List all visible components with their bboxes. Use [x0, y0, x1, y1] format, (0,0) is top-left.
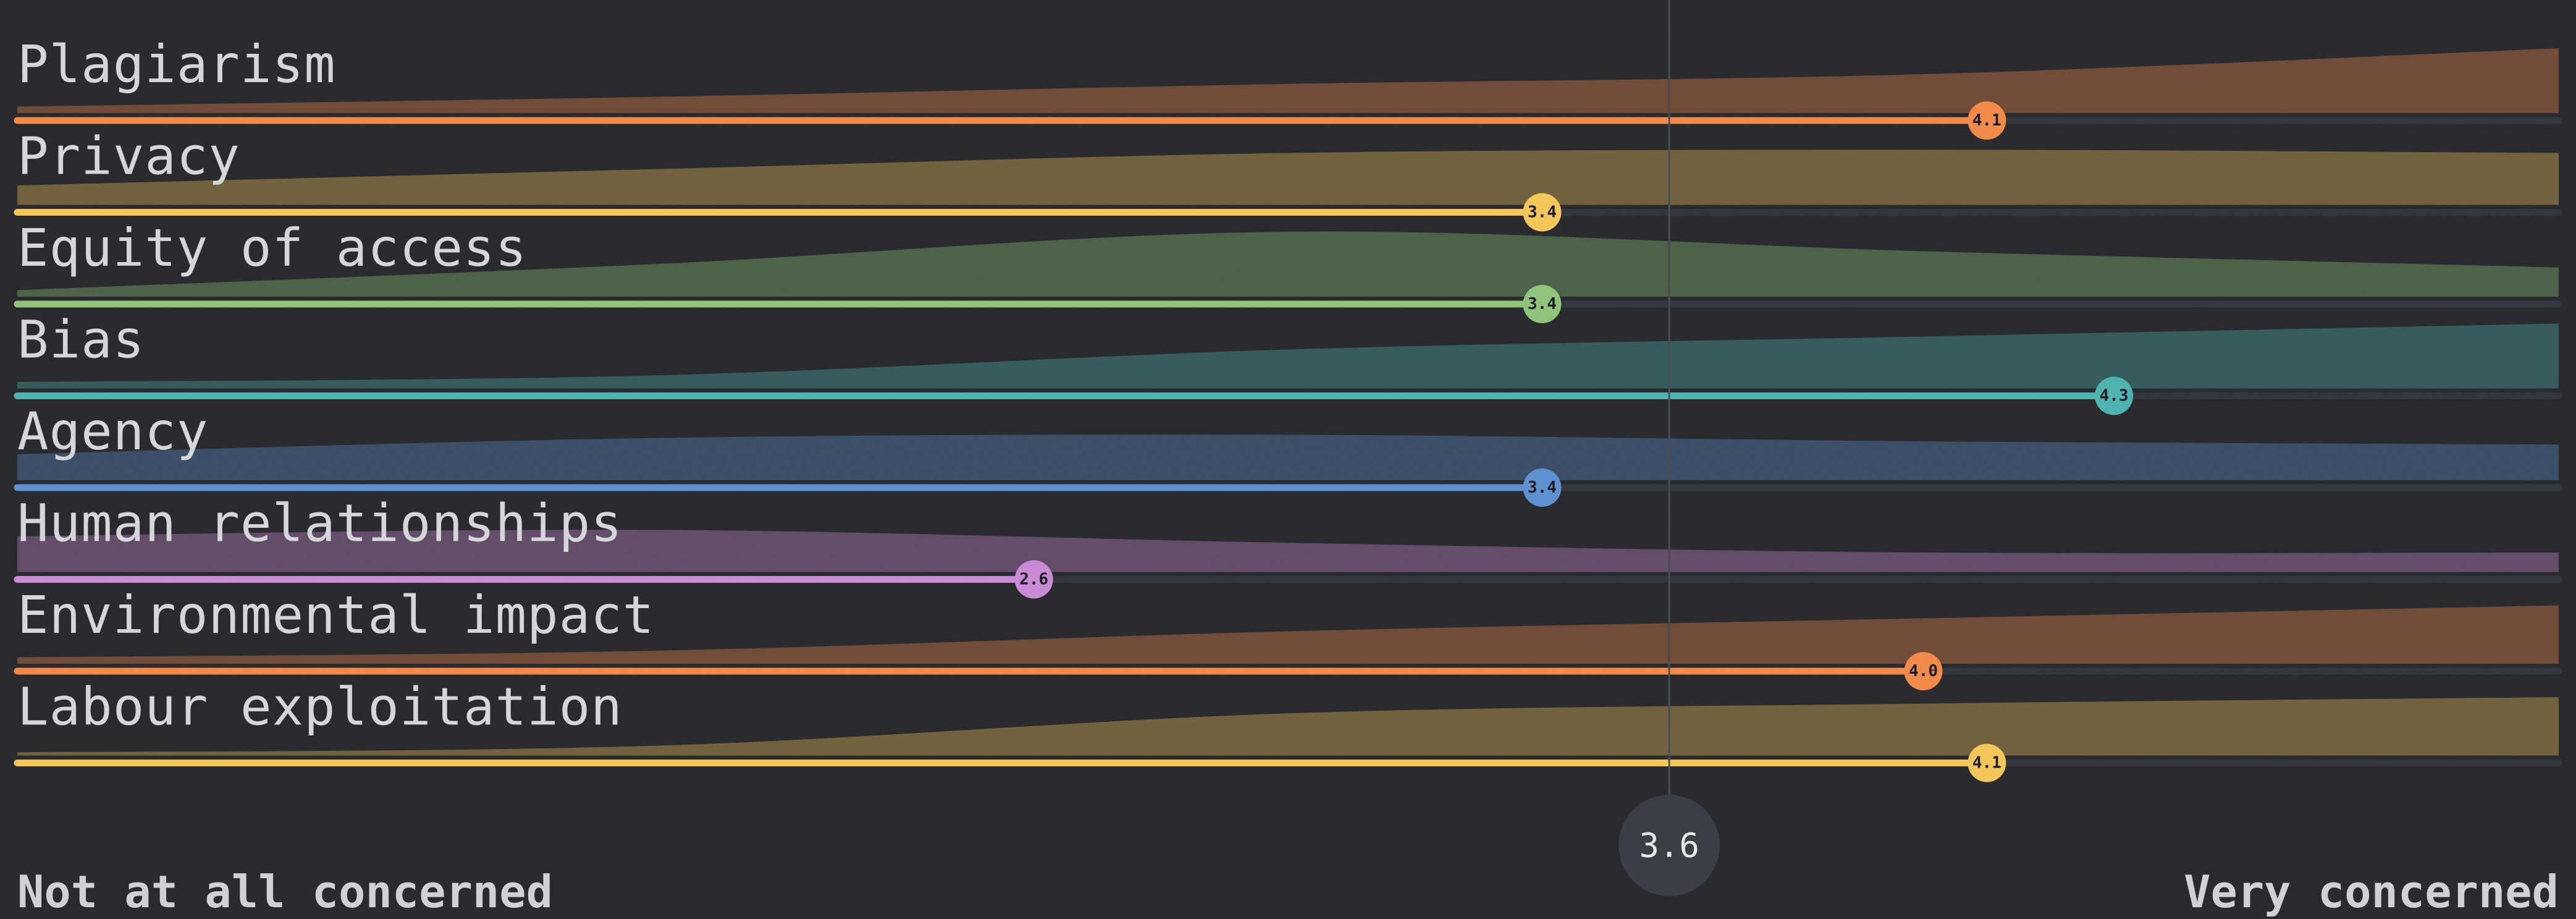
distribution-area [17, 323, 2559, 389]
distribution-area [17, 434, 2559, 480]
row-2: Privacy 3.4 [14, 126, 2562, 232]
row-1: Plagiarism 4.1 [14, 34, 2562, 140]
value-marker [1968, 743, 2006, 782]
distribution-area [17, 150, 2559, 205]
value-marker [1904, 652, 1943, 690]
distribution-area [17, 231, 2559, 297]
value-marker [2095, 376, 2134, 415]
value-label: 3.4 [1528, 295, 1557, 313]
row-7: Environmental impact 4.0 [14, 585, 2562, 690]
category-label: Plagiarism [17, 34, 336, 95]
category-label: Environmental impact [17, 585, 654, 645]
mean-marker [1618, 795, 1720, 896]
category-label: Bias [17, 310, 145, 370]
axis-left-label: Not at all concerned [17, 866, 553, 918]
value-marker [1523, 193, 1562, 232]
distribution-area [17, 530, 2559, 572]
row-8: Labour exploitation 4.1 [14, 677, 2562, 782]
distribution-area [17, 605, 2559, 664]
category-label: Privacy [17, 126, 240, 187]
value-label: 2.6 [1019, 570, 1048, 589]
row-6: Human relationships 2.6 [14, 493, 2562, 599]
value-label: 4.1 [1972, 111, 2001, 130]
value-marker [1523, 285, 1562, 323]
row-5: Agency 3.4 [14, 401, 2562, 507]
value-label: 3.4 [1528, 478, 1557, 497]
category-label: Equity of access [17, 218, 527, 278]
category-label: Human relationships [17, 493, 623, 554]
mean-label: 3.6 [1639, 826, 1699, 865]
value-label: 4.3 [2100, 387, 2129, 405]
row-4: Bias 4.3 [14, 310, 2562, 415]
category-label: Agency [17, 401, 208, 462]
value-marker [1523, 468, 1562, 507]
chart-rows: Plagiarism 4.1 Privacy 3.4 Equity of access 3… [14, 34, 2562, 782]
row-3: Equity of access 3.4 [14, 218, 2562, 323]
value-label: 3.4 [1528, 203, 1557, 222]
value-label: 4.1 [1972, 754, 2001, 773]
value-marker [1014, 560, 1053, 599]
value-marker [1968, 101, 2006, 140]
category-label: Labour exploitation [17, 677, 623, 737]
axis-right-label: Very concerned [2184, 866, 2559, 918]
distribution-area [17, 48, 2559, 113]
distribution-area [17, 697, 2559, 756]
value-label: 4.0 [1909, 662, 1938, 680]
